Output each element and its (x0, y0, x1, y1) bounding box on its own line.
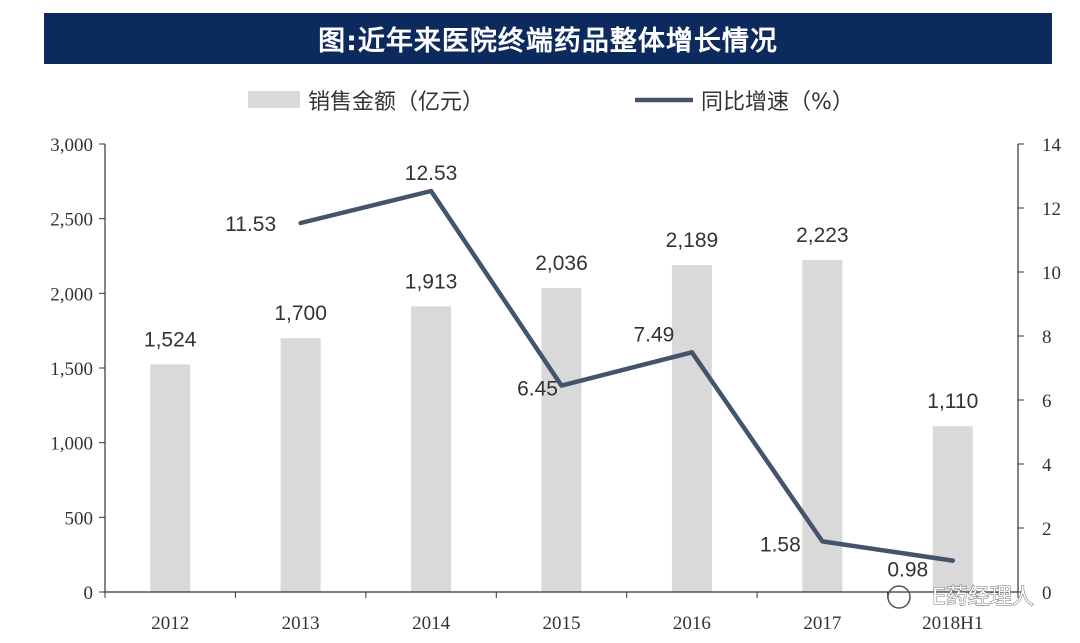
x-tick-label: 2017 (803, 613, 841, 634)
bar-2017 (802, 260, 843, 592)
bar-data-label: 2,036 (535, 252, 588, 275)
x-tick-label: 2018H1 (922, 613, 983, 634)
legend-bar-swatch (248, 91, 300, 108)
bar-data-label: 1,524 (144, 328, 197, 351)
y-left-tick-label: 3,000 (50, 135, 93, 156)
bar-data-label: 1,110 (927, 390, 978, 413)
line-data-label: 11.53 (225, 213, 276, 236)
y-right-tick-label: 8 (1042, 327, 1052, 348)
y-right-tick-label: 4 (1042, 455, 1052, 476)
line-data-label: 12.53 (405, 162, 458, 185)
x-tick-label: 2012 (151, 613, 189, 634)
bar-2014 (411, 306, 452, 592)
x-tick-label: 2015 (543, 613, 581, 634)
bar-2012 (150, 364, 191, 592)
bar-data-label: 1,913 (405, 270, 458, 293)
chart-title-bar: 图:近年来医院终端药品整体增长情况 (44, 13, 1052, 64)
y-left-tick-label: 2,000 (50, 284, 93, 305)
bar-data-label: 2,223 (796, 224, 849, 247)
y-right-tick-label: 0 (1042, 583, 1052, 604)
y-right-tick-label: 6 (1042, 391, 1052, 412)
x-tick-label: 2013 (282, 613, 320, 634)
bar-2015 (541, 287, 582, 592)
watermark-text: E药经理人 (932, 585, 1034, 610)
bar-2018H1 (932, 426, 973, 592)
growth-rate-line (298, 188, 956, 563)
y-left-tick-label: 2,500 (50, 210, 93, 231)
x-tick-label: 2014 (412, 613, 451, 634)
y-right-tick-label: 2 (1042, 519, 1052, 540)
bar-2013 (280, 338, 321, 592)
x-tick-label: 2016 (673, 613, 711, 634)
y-right-tick-label: 14 (1042, 135, 1062, 156)
legend-line-label: 同比增速（%） (701, 90, 854, 115)
chart-title: 图:近年来医院终端药品整体增长情况 (318, 26, 778, 57)
bar-data-label: 1,700 (274, 302, 327, 325)
bar-data-label: 2,189 (666, 229, 719, 252)
wechat-icon (887, 585, 911, 609)
line-data-label: 7.49 (633, 323, 674, 346)
line-data-label: 6.45 (517, 378, 558, 401)
y-left-tick-label: 1,500 (50, 359, 93, 380)
y-right-tick-label: 10 (1042, 263, 1061, 284)
y-left-tick-label: 0 (84, 583, 94, 604)
bar-2016 (671, 265, 712, 592)
y-left-tick-label: 1,000 (50, 434, 93, 455)
y-left-tick-label: 500 (65, 508, 94, 529)
line-data-label: 1.58 (760, 533, 801, 556)
line-data-label: 0.98 (887, 559, 928, 582)
legend-bar-label: 销售金额（亿元） (308, 90, 484, 115)
y-right-tick-label: 12 (1042, 199, 1061, 220)
